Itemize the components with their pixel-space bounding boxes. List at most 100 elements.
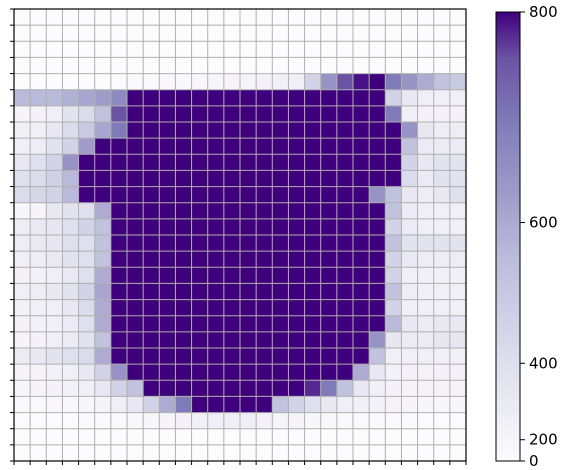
- heatmap-cell: [369, 251, 386, 268]
- heatmap-cell: [143, 154, 160, 171]
- heatmap-cell: [62, 315, 79, 333]
- heatmap-cell: [256, 428, 273, 446]
- heatmap-cell: [288, 73, 305, 91]
- heatmap-cell: [353, 57, 370, 74]
- heatmap-cell: [353, 331, 370, 349]
- heatmap-cell: [78, 267, 96, 284]
- heatmap-cell: [385, 154, 402, 171]
- heatmap-cell: [304, 105, 322, 123]
- heatmap-cell: [110, 364, 128, 381]
- heatmap-cell: [223, 364, 241, 381]
- heatmap-cell: [223, 202, 241, 220]
- heatmap-cell: [223, 9, 241, 26]
- heatmap-cell: [369, 315, 386, 333]
- heatmap-cell: [175, 25, 192, 42]
- heatmap-cell: [433, 138, 451, 155]
- heatmap-cell: [110, 122, 128, 139]
- heatmap-cell: [385, 186, 402, 204]
- heatmap-cell: [385, 331, 402, 349]
- heatmap-cell: [288, 428, 305, 446]
- heatmap-cell: [385, 122, 402, 139]
- heatmap-cell: [223, 154, 241, 171]
- heatmap-cell: [433, 105, 451, 123]
- heatmap-cell: [272, 235, 289, 252]
- heatmap-cell: [30, 235, 47, 252]
- heatmap-cell: [175, 299, 192, 317]
- heatmap-cell: [336, 412, 354, 430]
- heatmap-cell: [46, 170, 63, 187]
- heatmap-cell: [256, 444, 273, 462]
- heatmap-cell: [385, 380, 402, 397]
- heatmap-cell: [256, 25, 273, 42]
- heatmap-cell: [417, 428, 435, 446]
- heatmap-cell: [369, 331, 386, 349]
- heatmap-cell: [288, 41, 305, 58]
- heatmap-cell: [143, 251, 160, 268]
- heatmap-cell: [110, 412, 128, 430]
- heatmap-cell: [175, 73, 192, 91]
- heatmap-cell: [288, 105, 305, 123]
- heatmap-cell: [385, 170, 402, 187]
- heatmap-cell: [336, 73, 354, 91]
- heatmap-cell: [336, 331, 354, 349]
- heatmap-cell: [449, 428, 467, 446]
- heatmap-cell: [46, 138, 63, 155]
- heatmap-cell: [256, 364, 273, 381]
- heatmap-cell: [304, 380, 322, 397]
- heatmap-cell: [369, 57, 386, 74]
- heatmap-cell: [320, 283, 338, 300]
- heatmap-cell: [191, 428, 209, 446]
- heatmap-cell: [433, 380, 451, 397]
- heatmap-cell: [353, 251, 370, 268]
- heatmap-cell: [417, 235, 435, 252]
- heatmap-cell: [401, 331, 418, 349]
- heatmap-cell: [369, 218, 386, 236]
- heatmap-cell: [207, 138, 225, 155]
- heatmap-cell: [127, 251, 144, 268]
- heatmap-cell: [433, 315, 451, 333]
- heatmap-cell: [336, 444, 354, 462]
- heatmap-cell: [288, 170, 305, 187]
- heatmap-cell: [30, 57, 47, 74]
- heatmap-cell: [159, 267, 176, 284]
- heatmap-cell: [256, 170, 273, 187]
- heatmap-cell: [110, 380, 128, 397]
- heatmap-cell: [369, 170, 386, 187]
- heatmap-cell: [30, 218, 47, 236]
- heatmap-cell: [304, 89, 322, 107]
- heatmap-cell: [127, 9, 144, 26]
- heatmap-cell: [449, 25, 467, 42]
- heatmap-cell: [14, 154, 31, 171]
- heatmap-cell: [417, 25, 435, 42]
- heatmap-cell: [417, 299, 435, 317]
- heatmap-cell: [143, 428, 160, 446]
- heatmap-cell: [288, 364, 305, 381]
- heatmap-cell: [320, 57, 338, 74]
- heatmap-cell: [223, 186, 241, 204]
- heatmap-cell: [30, 444, 47, 462]
- heatmap-cell: [14, 364, 31, 381]
- heatmap-cell: [433, 154, 451, 171]
- heatmap-cell: [433, 122, 451, 139]
- heatmap-cell: [320, 105, 338, 123]
- heatmap-cell: [240, 444, 257, 462]
- heatmap-cell: [175, 364, 192, 381]
- heatmap-cell: [449, 235, 467, 252]
- heatmap-cell: [46, 251, 63, 268]
- heatmap-cell: [94, 9, 112, 26]
- heatmap-cell: [240, 89, 257, 107]
- heatmap-cell: [62, 41, 79, 58]
- heatmap-cell: [191, 122, 209, 139]
- heatmap-cell: [127, 202, 144, 220]
- heatmap-cell: [223, 218, 241, 236]
- heatmap-cell: [369, 73, 386, 91]
- heatmap-cell: [417, 41, 435, 58]
- heatmap-cell: [256, 315, 273, 333]
- heatmap-cell: [30, 348, 47, 365]
- heatmap-cell: [449, 218, 467, 236]
- heatmap-cell: [433, 89, 451, 107]
- heatmap-cell: [449, 57, 467, 74]
- heatmap-cell: [46, 9, 63, 26]
- heatmap-cell: [207, 218, 225, 236]
- heatmap-cell: [417, 251, 435, 268]
